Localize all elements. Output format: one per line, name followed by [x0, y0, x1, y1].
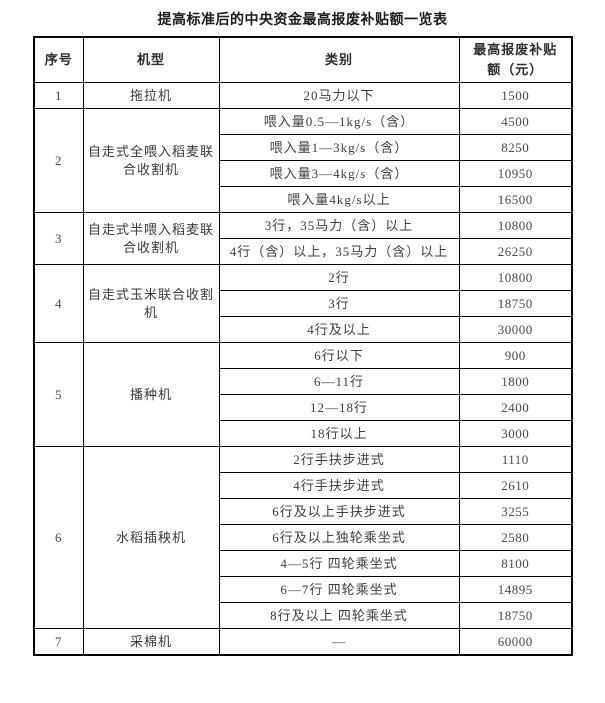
table-header: 序号 机型 类别 最高报废补贴额（元） — [33, 36, 573, 84]
header-category: 类别 — [218, 36, 460, 84]
table-row: 4 自走式玉米联合收割机 2行 10800 — [33, 264, 573, 344]
category-cell: 6行及以上手扶步进式 — [218, 498, 460, 526]
table-row: 6行及以上独轮乘坐式 2580 — [34, 524, 573, 552]
table-row: 3 自走式半喂入稻麦联合收割机 3行，35马力（含）以上 10800 — [33, 212, 573, 266]
table-row: 6—11行 1800 — [34, 368, 573, 396]
machine-type-cell: 拖拉机 — [82, 82, 220, 110]
page-title: 提高标准后的中央资金最高报废补贴额一览表 — [157, 13, 448, 28]
machine-type-cell: 播种机 — [82, 342, 220, 448]
category-cell: 4—5行 四轮乘坐式 — [218, 550, 460, 578]
table-row: 喂入量1—3kg/s（含） 8250 — [34, 134, 573, 162]
machine-type-cell: 水稻插秧机 — [82, 446, 220, 630]
table-row: 6行及以上手扶步进式 3255 — [34, 498, 573, 526]
serial-cell: 4 — [33, 264, 84, 344]
subsidy-amount-cell: 3255 — [458, 498, 573, 526]
subsidy-amount-cell: 4500 — [458, 108, 573, 136]
machine-type-cell: 自走式半喂入稻麦联合收割机 — [82, 212, 220, 266]
category-cell: 2行手扶步进式 — [218, 446, 460, 474]
category-cell: 2行 — [218, 264, 460, 292]
table-row: 4行（含）以上，35马力（含）以上 26250 — [34, 238, 573, 266]
subsidy-amount-cell: 60000 — [458, 628, 573, 656]
table-row: 4—5行 四轮乘坐式 8100 — [34, 550, 573, 578]
subsidy-amount-cell: 18750 — [458, 290, 573, 318]
category-cell: 4行手扶步进式 — [218, 472, 460, 500]
category-cell: 4行（含）以上，35马力（含）以上 — [218, 238, 460, 266]
subsidy-amount-cell: 3000 — [458, 420, 573, 448]
table-row: 6 水稻插秧机 2行手扶步进式 1110 — [33, 446, 573, 630]
category-cell: 3行，35马力（含）以上 — [218, 212, 460, 240]
category-cell: 18行以上 — [218, 420, 460, 448]
table-row: 7 采棉机 —60000 — [33, 628, 573, 656]
subsidy-amount-cell: 1500 — [458, 82, 573, 110]
table-row: 1 拖拉机 20马力以下 1500 — [33, 82, 573, 110]
table-row: 8行及以上 四轮乘坐式 18750 — [34, 602, 573, 630]
subsidy-amount-cell: 1800 — [458, 368, 573, 396]
subsidy-amount-cell: 10950 — [458, 160, 573, 188]
category-cell: 6—7行 四轮乘坐式 — [218, 576, 460, 604]
table-header-row: 序号 机型 类别 最高报废补贴额（元） — [33, 36, 573, 84]
category-cell: 12—18行 — [218, 394, 460, 422]
subsidy-amount-cell: 10800 — [458, 264, 573, 292]
subsidy-amount-cell: 2610 — [458, 472, 573, 500]
serial-cell: 7 — [33, 628, 84, 656]
header-serial: 序号 — [33, 36, 84, 84]
category-cell: 喂入量4kg/s以上 — [218, 186, 460, 214]
category-cell: — — [218, 628, 460, 656]
machine-type-cell: 自走式全喂入稻麦联合收割机 — [82, 108, 220, 214]
subsidy-amount-cell: 14895 — [458, 576, 573, 604]
header-max-subsidy: 最高报废补贴额（元） — [458, 36, 573, 84]
serial-cell: 1 — [33, 82, 84, 110]
subsidy-table: 序号 机型 类别 最高报废补贴额（元） 1 拖拉机 20马力以下 1500 2 自走式全喂… — [33, 36, 573, 656]
table-row: 3行 18750 — [34, 290, 573, 318]
category-cell: 4行及以上 — [218, 316, 460, 344]
category-cell: 6行以下 — [218, 342, 460, 370]
subsidy-amount-cell: 900 — [458, 342, 573, 370]
table-row: 2 自走式全喂入稻麦联合收割机 喂入量0.5—1kg/s（含） 4500 — [33, 108, 573, 214]
subsidy-amount-cell: 8250 — [458, 134, 573, 162]
serial-cell: 3 — [33, 212, 84, 266]
table-row: 6—7行 四轮乘坐式 14895 — [34, 576, 573, 604]
category-cell: 6—11行 — [218, 368, 460, 396]
subsidy-amount-cell: 30000 — [458, 316, 573, 344]
subsidy-amount-cell: 18750 — [458, 602, 573, 630]
header-max-subsidy-label: 最高报废补贴额（元） — [473, 42, 558, 78]
table-row: 5 播种机 6行以下 900 — [33, 342, 573, 448]
subsidy-amount-cell: 1110 — [458, 446, 573, 474]
serial-cell: 2 — [33, 108, 84, 214]
subsidy-amount-cell: 16500 — [458, 186, 573, 214]
subsidy-amount-cell: 2400 — [458, 394, 573, 422]
category-cell: 喂入量3—4kg/s（含） — [218, 160, 460, 188]
table-body: 1 拖拉机 20马力以下 1500 2 自走式全喂入稻麦联合收割机 喂入量0.5—1kg/s… — [33, 82, 573, 656]
subsidy-amount-cell: 26250 — [458, 238, 573, 266]
machine-type-cell: 自走式玉米联合收割机 — [82, 264, 220, 344]
table-row: 12—18行 2400 — [34, 394, 573, 422]
subsidy-amount-cell: 8100 — [458, 550, 573, 578]
table-row: 4行及以上 30000 — [34, 316, 573, 344]
subsidy-amount-cell: 2580 — [458, 524, 573, 552]
table-row: 喂入量4kg/s以上 16500 — [34, 186, 573, 214]
category-cell: 8行及以上 四轮乘坐式 — [218, 602, 460, 630]
category-cell: 喂入量0.5—1kg/s（含） — [218, 108, 460, 136]
category-cell: 20马力以下 — [218, 82, 460, 110]
category-cell: 喂入量1—3kg/s（含） — [218, 134, 460, 162]
header-machine-type: 机型 — [82, 36, 220, 84]
subsidy-amount-cell: 10800 — [458, 212, 573, 240]
category-cell: 6行及以上独轮乘坐式 — [218, 524, 460, 552]
category-cell: 3行 — [218, 290, 460, 318]
table-row: 18行以上 3000 — [34, 420, 573, 448]
machine-type-cell: 采棉机 — [82, 628, 220, 656]
serial-cell: 5 — [33, 342, 84, 448]
serial-cell: 6 — [33, 446, 84, 630]
